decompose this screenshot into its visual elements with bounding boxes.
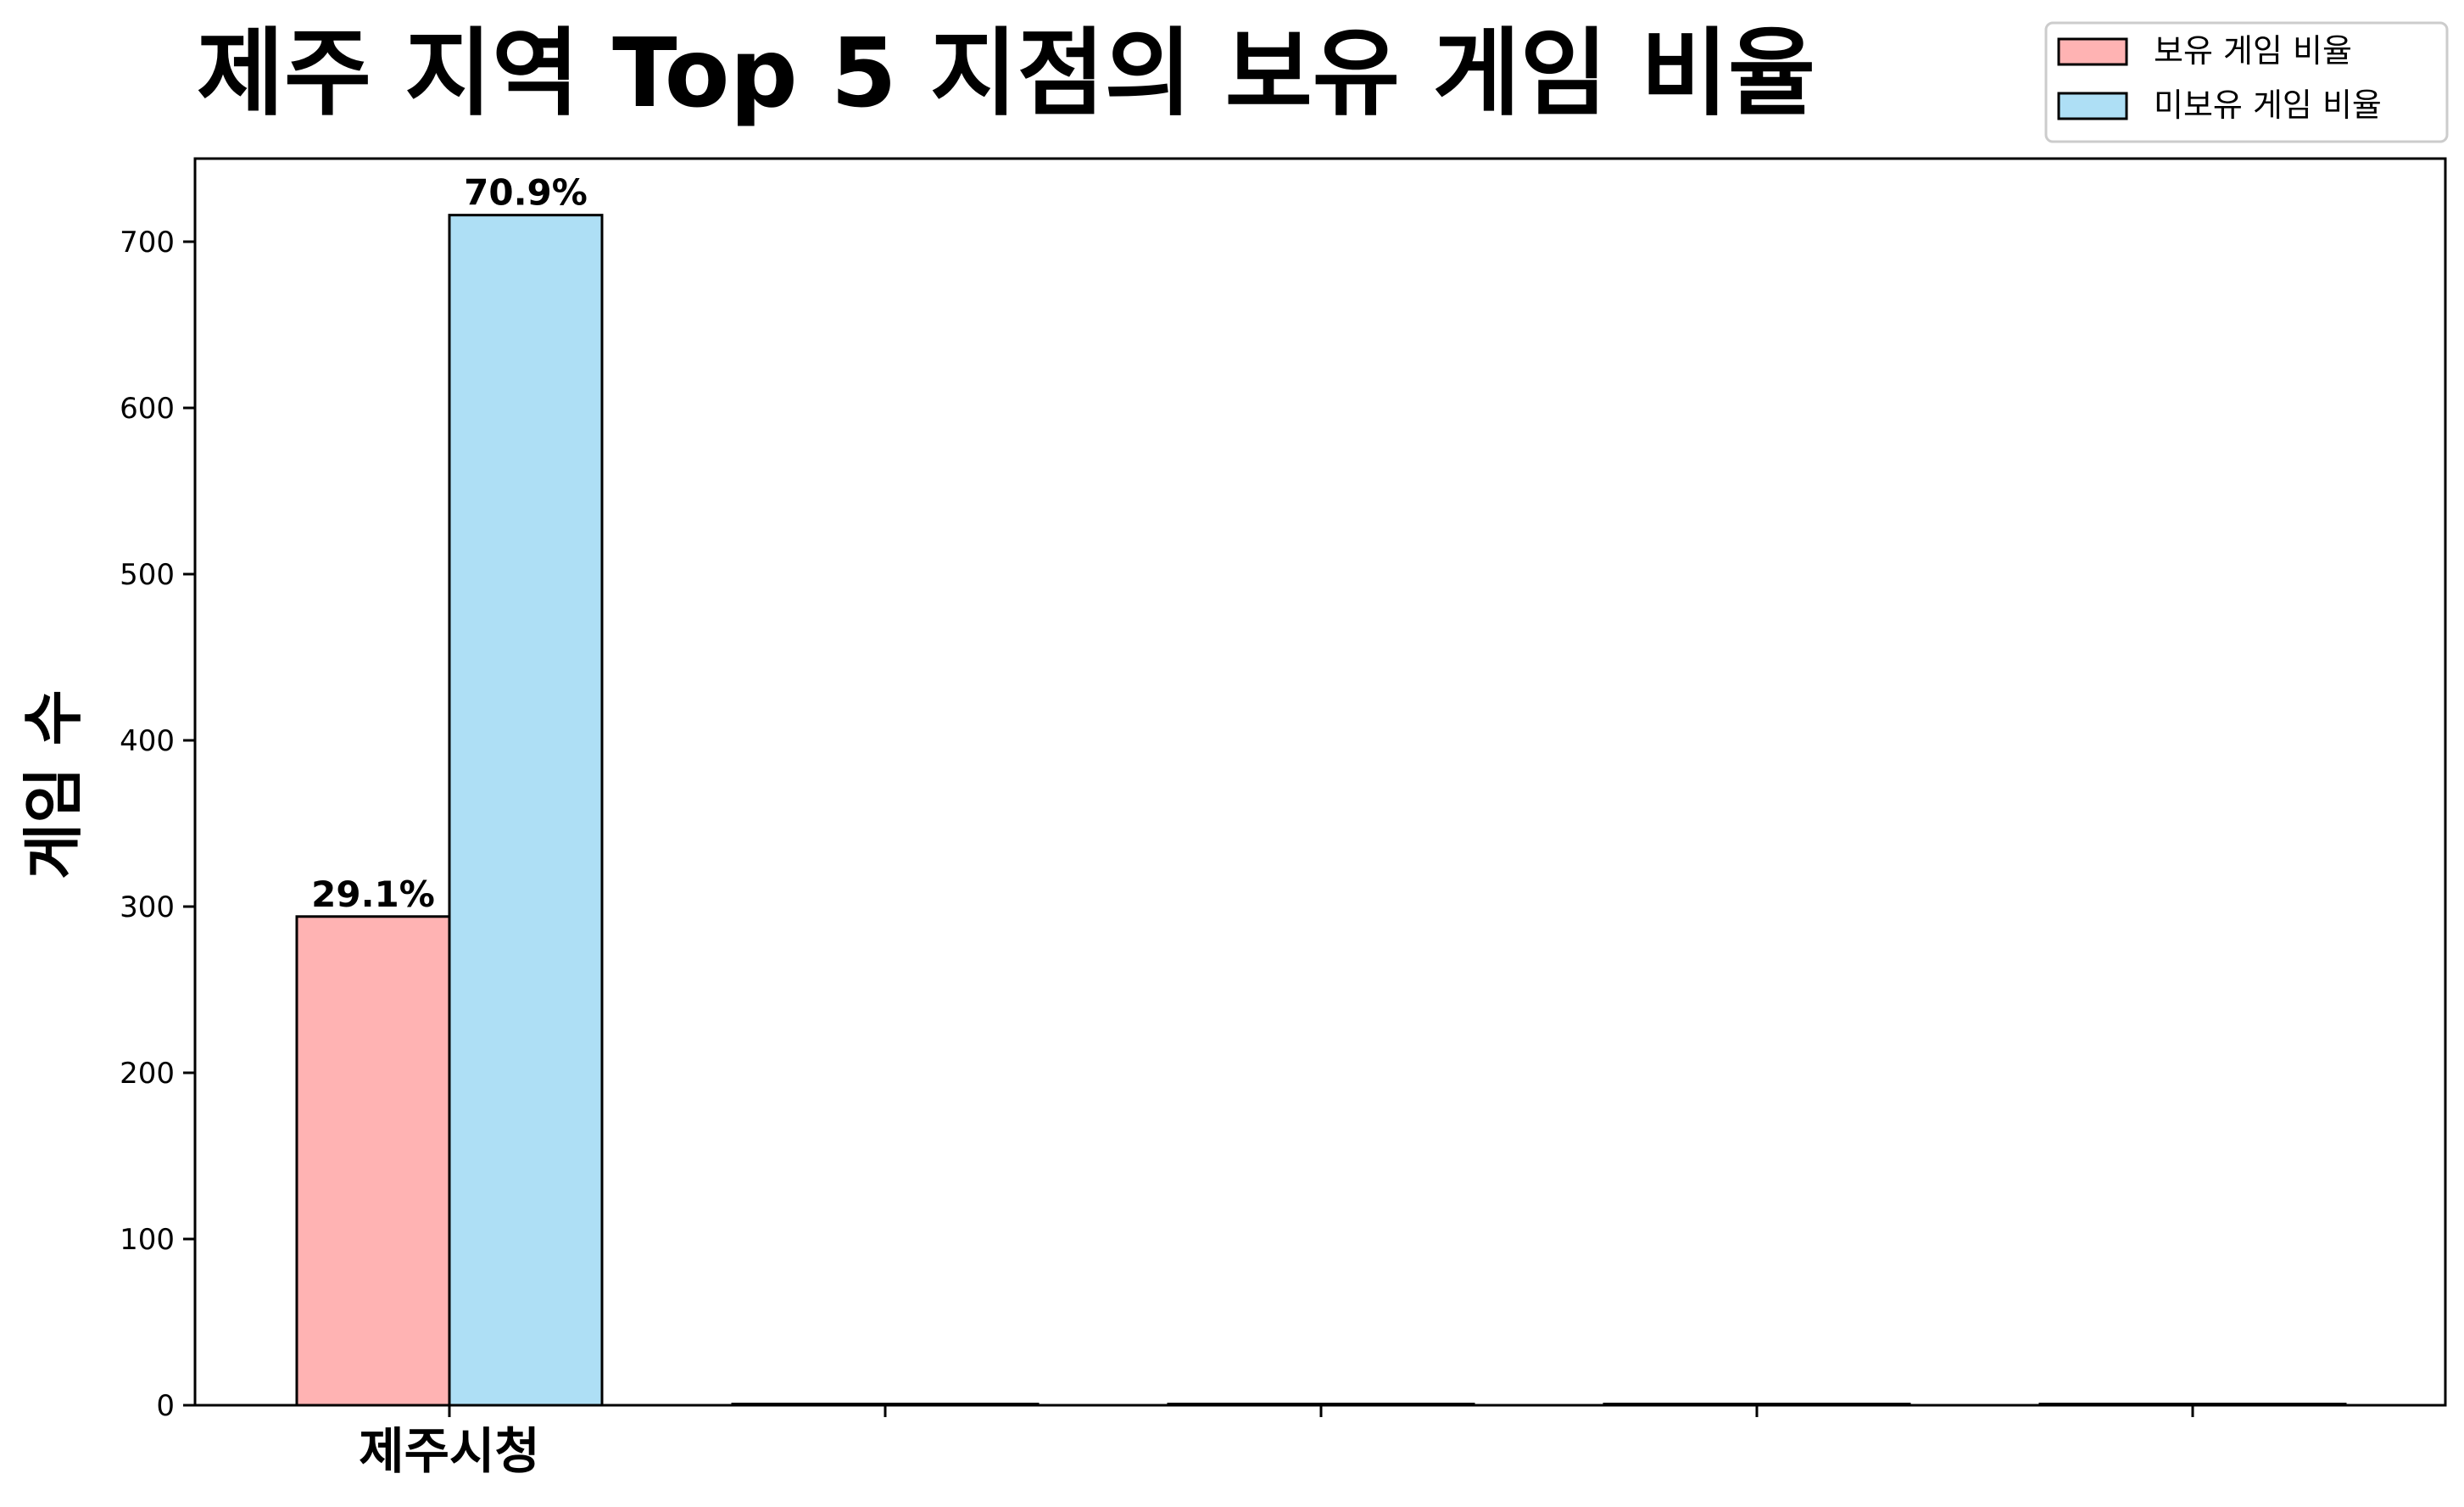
y-tick-label: 300: [120, 890, 175, 924]
y-tick-label: 600: [120, 392, 175, 426]
y-tick-label: 400: [120, 724, 175, 758]
legend-label-not-owned: 미보유 게임 비율: [2154, 87, 2382, 124]
data-label: 29.1%: [311, 874, 435, 915]
chart-title: 제주 지역 Top 5 지점의 보유 게임 비율: [197, 19, 1815, 129]
axes-frame: [193, 157, 2447, 1407]
legend-frame: [2044, 21, 2449, 143]
y-axis-label: 게임 수: [18, 689, 89, 879]
y-tick-label: 500: [120, 558, 175, 592]
y-tick-label: 100: [120, 1223, 175, 1257]
bar: [448, 214, 604, 1407]
legend-label-owned: 보유 게임 비율: [2154, 32, 2352, 70]
legend-swatch-owned: [2057, 37, 2128, 66]
y-tick-label: 200: [120, 1057, 175, 1091]
x-tick-label: 제주시청: [359, 1422, 539, 1480]
legend: 보유 게임 비율 미보유 게임 비율: [2044, 21, 2449, 143]
y-tick-label: 700: [120, 226, 175, 260]
legend-swatch-not-owned: [2057, 92, 2128, 120]
y-tick-label: 0: [156, 1389, 175, 1423]
plot-area: 0 100 200 300 400 500 600 700 29.1% 70.9% 제주시청: [120, 157, 2447, 1480]
bar: [295, 915, 451, 1407]
data-label: 70.9%: [464, 172, 588, 214]
